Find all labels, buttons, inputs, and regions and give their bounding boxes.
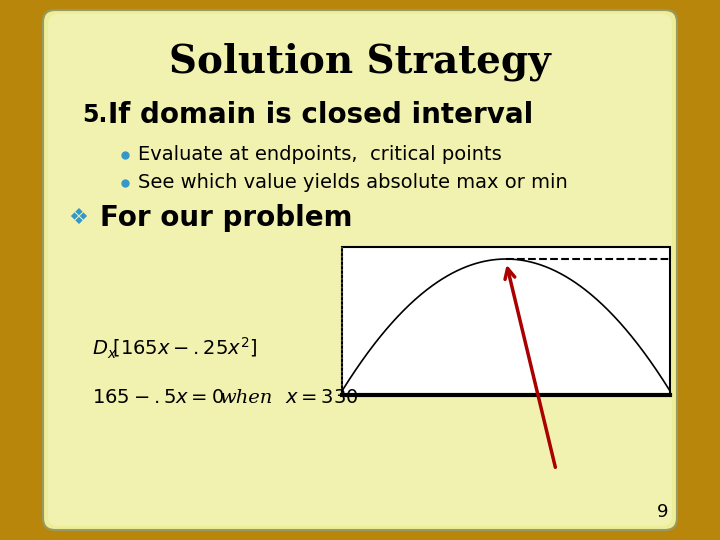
Text: $D_x\!\left[165x-.25x^2\right]$: $D_x\!\left[165x-.25x^2\right]$ (92, 335, 257, 361)
Text: $x=330$: $x=330$ (285, 389, 359, 407)
Text: For our problem: For our problem (100, 204, 353, 232)
Text: when: when (220, 389, 274, 407)
Text: $165-.5x=0$: $165-.5x=0$ (92, 389, 224, 407)
Text: 9: 9 (657, 503, 668, 521)
Text: See which value yields absolute max or min: See which value yields absolute max or m… (138, 173, 568, 192)
FancyBboxPatch shape (48, 14, 672, 526)
Text: Evaluate at endpoints,  critical points: Evaluate at endpoints, critical points (138, 145, 502, 165)
Text: ❖: ❖ (68, 208, 88, 228)
Text: Solution Strategy: Solution Strategy (169, 43, 551, 81)
Text: If domain is closed interval: If domain is closed interval (108, 101, 534, 129)
FancyBboxPatch shape (43, 10, 677, 530)
Bar (342, 247, 670, 395)
Text: 5.: 5. (82, 103, 107, 127)
